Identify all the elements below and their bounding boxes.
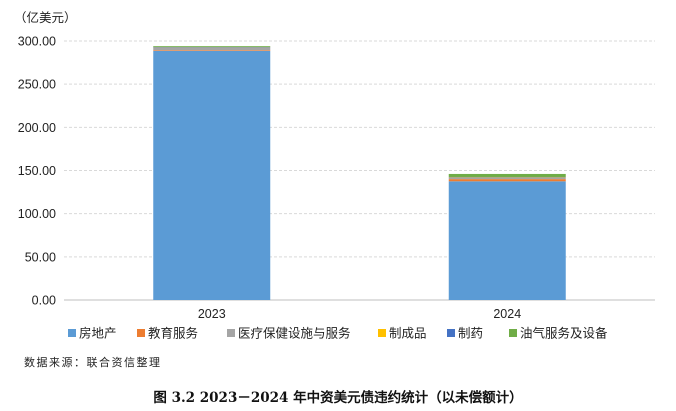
legend-label: 房地产 xyxy=(79,326,117,341)
legend-label: 医疗保健设施与服务 xyxy=(238,326,351,341)
y-tick-label: 150.00 xyxy=(18,164,56,178)
bar-segment xyxy=(448,179,566,182)
legend-label: 油气服务及设备 xyxy=(520,326,608,341)
bar-segment xyxy=(153,50,271,51)
x-tick-label: 2024 xyxy=(493,307,521,321)
data-source-note: 数据来源：联合资信整理 xyxy=(24,356,162,369)
legend-swatch xyxy=(378,329,386,337)
legend-label: 制成品 xyxy=(389,326,427,341)
bar-segment xyxy=(153,46,271,48)
legend-swatch xyxy=(447,329,455,337)
bar-segment xyxy=(448,177,566,180)
y-tick-label: 100.00 xyxy=(18,207,56,221)
legend-label: 制药 xyxy=(458,326,483,341)
legend-swatch xyxy=(68,329,76,337)
x-axis-ticks: 2023 2024 xyxy=(198,307,521,321)
bar-segment xyxy=(448,173,566,177)
bars xyxy=(153,46,566,301)
y-tick-label: 0.00 xyxy=(32,294,56,308)
gridlines xyxy=(64,40,655,301)
x-tick-label: 2023 xyxy=(198,307,226,321)
y-tick-label: 250.00 xyxy=(18,78,56,92)
bar-segment xyxy=(448,181,566,300)
legend-swatch xyxy=(137,329,145,337)
y-tick-label: 50.00 xyxy=(25,250,56,264)
stacked-bar-chart: （亿美元） 0.00 50.00 100.00 150.00 200.00 250.00 3… xyxy=(14,10,655,341)
bar-segment xyxy=(153,47,271,51)
y-axis-unit-label: （亿美元） xyxy=(14,10,77,25)
legend: 房地产 教育服务 医疗保健设施与服务 制成品 制药 油气服务及设备 xyxy=(68,326,608,341)
figure-caption: 图 3.2 2023－2024 年中资美元债违约统计（以未偿额计） xyxy=(153,390,523,406)
y-tick-label: 300.00 xyxy=(18,35,56,49)
legend-swatch xyxy=(509,329,517,337)
legend-swatch xyxy=(227,329,235,337)
bar-segment xyxy=(153,50,271,301)
y-axis-ticks: 0.00 50.00 100.00 150.00 200.00 250.00 300.00 xyxy=(18,35,56,308)
legend-label: 教育服务 xyxy=(148,326,198,341)
y-tick-label: 200.00 xyxy=(18,121,56,135)
